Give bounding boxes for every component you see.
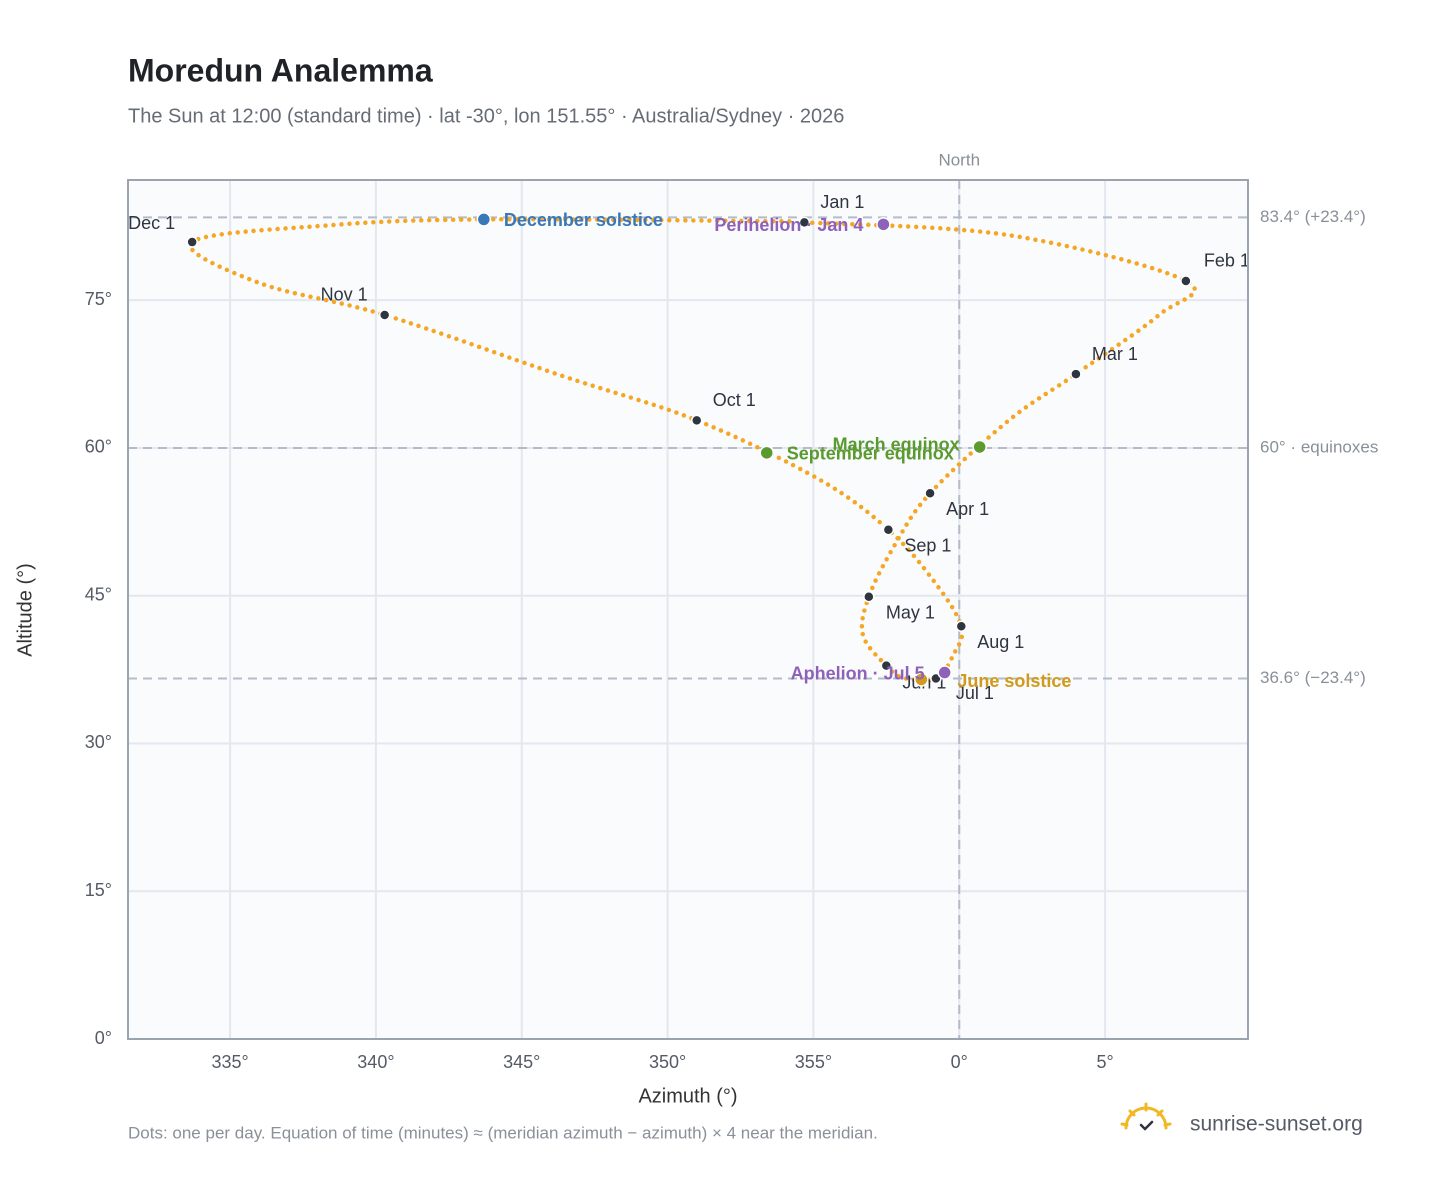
chart-title: Moredun Analemma xyxy=(128,52,433,88)
month-marker xyxy=(378,309,391,321)
month-marker xyxy=(955,620,968,632)
month-marker xyxy=(691,414,703,427)
month-label: Feb 1 xyxy=(1204,251,1250,271)
month-marker xyxy=(924,487,936,500)
month-label: May 1 xyxy=(886,602,935,622)
month-marker xyxy=(880,659,893,672)
y-tick-label: 30° xyxy=(85,732,112,752)
brand: sunrise-sunset.org xyxy=(1190,1113,1363,1136)
month-marker xyxy=(186,236,198,248)
event-marker xyxy=(914,672,929,687)
y-tick-label: 15° xyxy=(85,880,112,900)
plot-frame xyxy=(127,179,1249,1040)
month-label: Sep 1 xyxy=(904,535,951,555)
event-marker xyxy=(937,665,952,680)
reference-label: 60° · equinoxes xyxy=(1260,437,1378,456)
month-label: Jan 1 xyxy=(820,192,864,212)
x-tick-label: 355° xyxy=(795,1052,832,1072)
month-label: Dec 1 xyxy=(128,213,175,233)
month-label: Mar 1 xyxy=(1092,344,1138,364)
month-marker xyxy=(882,523,895,536)
event-label: December solstice xyxy=(504,210,663,230)
month-marker xyxy=(1180,275,1192,287)
event-label: Perihelion · Jan 4 xyxy=(714,215,863,235)
x-tick-label: 335° xyxy=(211,1052,248,1072)
event-marker xyxy=(972,439,987,455)
y-axis-label: Altitude (°) xyxy=(14,563,36,657)
chart-subtitle: The Sun at 12:00 (standard time) · lat -… xyxy=(128,105,844,127)
y-tick-label: 0° xyxy=(95,1028,112,1048)
event-marker xyxy=(876,217,891,232)
x-tick-label: 340° xyxy=(357,1052,394,1072)
month-label: Apr 1 xyxy=(946,499,989,519)
month-label: Jul 1 xyxy=(956,683,994,703)
north-label: North xyxy=(938,150,980,169)
brand-logo xyxy=(1120,1102,1172,1131)
event-marker xyxy=(759,445,774,461)
y-tick-label: 75° xyxy=(85,289,112,309)
x-tick-label: 5° xyxy=(1096,1052,1113,1072)
month-label: Nov 1 xyxy=(321,285,368,305)
month-label: Oct 1 xyxy=(713,390,756,410)
event-label: June solstice xyxy=(957,671,1071,691)
x-tick-label: 350° xyxy=(649,1052,686,1072)
plot-area xyxy=(128,180,1248,1039)
reference-label: 83.4° (+23.4°) xyxy=(1260,207,1366,226)
event-label: Aphelion · Jul 5 xyxy=(791,663,925,683)
event-marker xyxy=(476,212,492,227)
x-tick-label: 0° xyxy=(951,1052,968,1072)
y-tick-label: 60° xyxy=(85,437,112,457)
month-marker xyxy=(798,216,811,229)
month-marker xyxy=(1070,368,1082,380)
event-label: March equinox xyxy=(833,435,960,455)
reference-label: 36.6° (−23.4°) xyxy=(1260,668,1366,687)
x-tick-label: 345° xyxy=(503,1052,540,1072)
footnote: Dots: one per day. Equation of time (min… xyxy=(128,1123,878,1142)
x-axis-label: Azimuth (°) xyxy=(638,1085,737,1107)
month-label: Aug 1 xyxy=(977,632,1024,652)
y-tick-label: 45° xyxy=(85,584,112,604)
event-label: September equinox xyxy=(787,444,954,464)
month-marker xyxy=(863,590,875,603)
